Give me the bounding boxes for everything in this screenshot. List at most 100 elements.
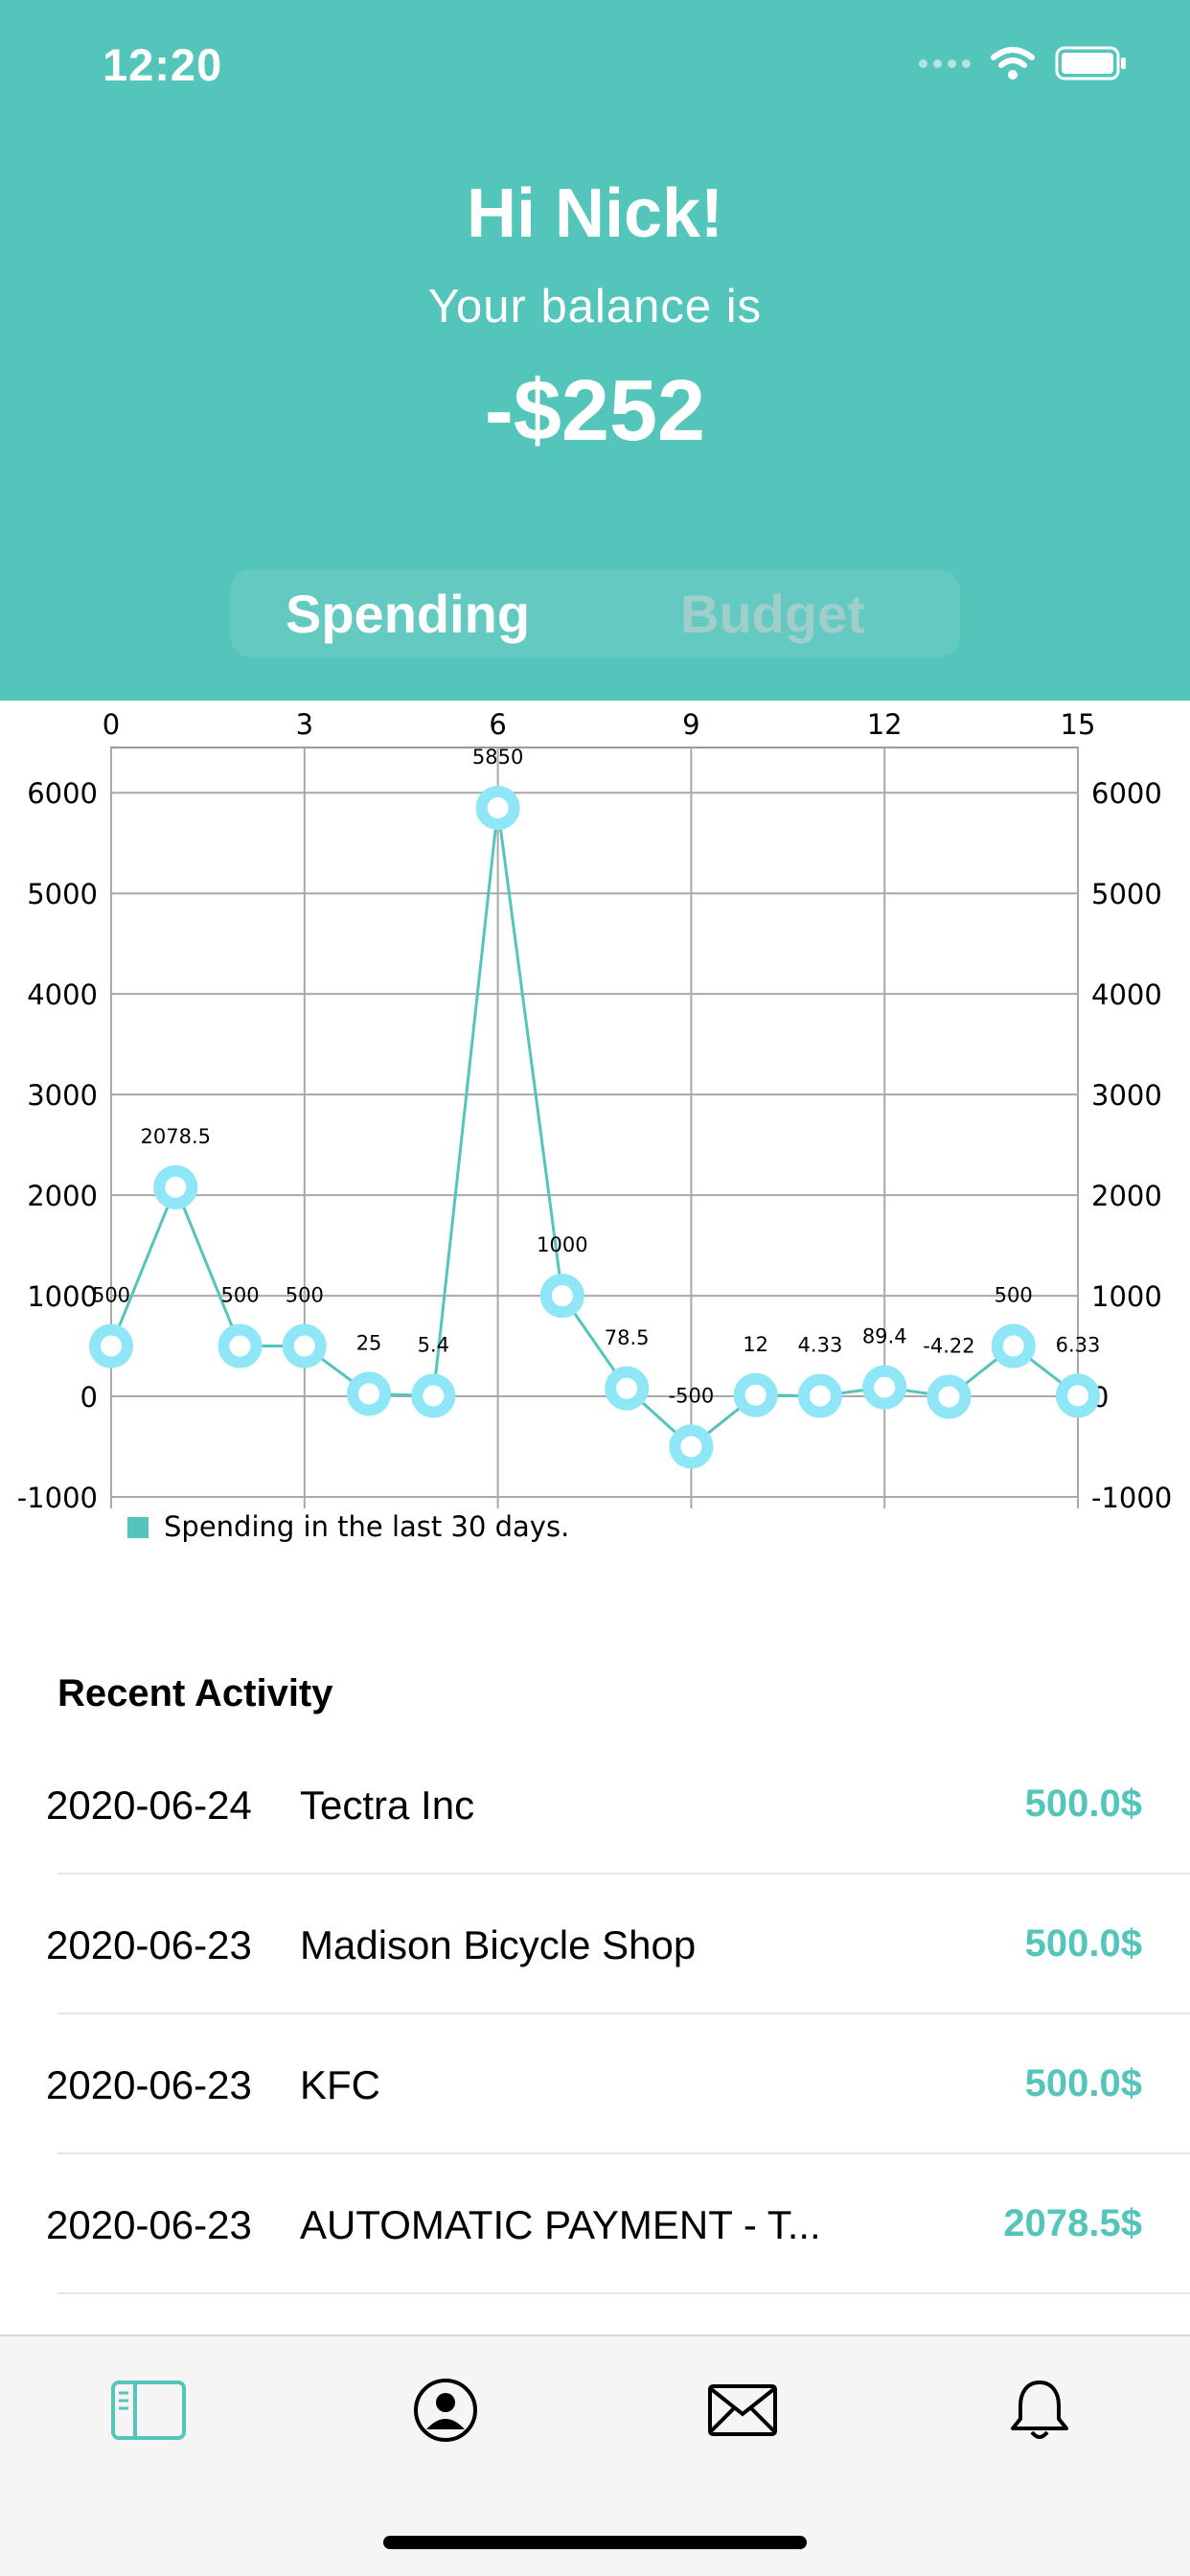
y-tick-label-left: 5000 bbox=[27, 878, 98, 910]
data-point bbox=[347, 1371, 392, 1416]
y-tick-label-left: 1000 bbox=[27, 1280, 98, 1313]
activity-amount: 500.0$ bbox=[1024, 1782, 1142, 1825]
data-label: 25 bbox=[356, 1331, 382, 1354]
legend-label: Spending in the last 30 days. bbox=[164, 1510, 569, 1543]
wifi-icon bbox=[991, 47, 1035, 80]
y-tick-label-left: 4000 bbox=[27, 978, 98, 1011]
activity-date: 2020-06-24 bbox=[46, 1782, 252, 1828]
data-point bbox=[539, 1274, 584, 1319]
y-tick-label-right: 2000 bbox=[1091, 1180, 1162, 1212]
status-time: 12:20 bbox=[103, 39, 223, 90]
tab-bar bbox=[0, 2334, 1190, 2576]
data-label: 500 bbox=[220, 1284, 259, 1307]
bell-icon bbox=[1011, 2380, 1068, 2439]
row-divider bbox=[57, 2292, 1190, 2294]
activity-amount: 500.0$ bbox=[1024, 1922, 1142, 1965]
activity-merchant: KFC bbox=[300, 2062, 380, 2107]
activity-date: 2020-06-23 bbox=[46, 1922, 252, 1967]
y-tick-label-left: 3000 bbox=[27, 1079, 98, 1112]
tab-spending[interactable]: Spending bbox=[286, 584, 531, 644]
activity-amount: 500.0$ bbox=[1024, 2062, 1142, 2104]
data-point bbox=[862, 1365, 907, 1410]
greeting: Hi Nick! bbox=[466, 175, 724, 252]
mail-icon bbox=[708, 2384, 777, 2436]
legend-swatch bbox=[127, 1517, 149, 1538]
data-label: 6.33 bbox=[1056, 1333, 1101, 1356]
data-label: 89.4 bbox=[862, 1325, 907, 1348]
recent-activity-title: Recent Activity bbox=[57, 1672, 333, 1714]
activity-amount: 2078.5$ bbox=[1003, 2202, 1142, 2244]
activity-row[interactable]: 2020-06-23 KFC 500.0$ bbox=[0, 2014, 1190, 2154]
data-point bbox=[927, 1374, 972, 1419]
activity-merchant: Madison Bicycle Shop bbox=[300, 1922, 697, 1967]
data-point bbox=[733, 1372, 778, 1417]
data-point bbox=[475, 785, 520, 830]
balance-label: Your balance is bbox=[427, 281, 763, 333]
tab-budget[interactable]: Budget bbox=[680, 584, 865, 644]
x-tick-label: 0 bbox=[103, 708, 120, 741]
y-tick-label-right: 5000 bbox=[1091, 878, 1162, 910]
x-tick-label: 6 bbox=[489, 708, 506, 741]
tab-profile[interactable] bbox=[402, 2367, 489, 2453]
y-tick-label-right: 1000 bbox=[1091, 1280, 1162, 1313]
tab-book[interactable] bbox=[105, 2367, 192, 2453]
y-tick-label-left: 2000 bbox=[27, 1180, 98, 1212]
data-point bbox=[282, 1323, 327, 1368]
activity-merchant: Tectra Inc bbox=[300, 1782, 475, 1828]
data-label: 2078.5 bbox=[141, 1125, 211, 1148]
data-label: 5850 bbox=[472, 746, 523, 769]
data-point bbox=[217, 1323, 263, 1368]
data-label: 78.5 bbox=[605, 1326, 650, 1349]
y-tick-label-left: -1000 bbox=[17, 1482, 98, 1514]
data-label: 500 bbox=[286, 1284, 324, 1307]
home-indicator bbox=[383, 2536, 807, 2549]
segmented-control: Spending Budget bbox=[230, 569, 960, 657]
y-tick-label-right: 3000 bbox=[1091, 1079, 1162, 1112]
y-tick-label-left: 0 bbox=[80, 1381, 98, 1414]
y-tick-label-right: 6000 bbox=[1091, 777, 1162, 810]
data-label: 500 bbox=[92, 1284, 130, 1307]
row-divider bbox=[57, 2012, 1190, 2014]
data-point bbox=[605, 1366, 650, 1411]
data-label: -4.22 bbox=[923, 1334, 974, 1357]
signal-dots-icon bbox=[919, 58, 971, 68]
data-label: 4.33 bbox=[798, 1334, 843, 1357]
battery-icon bbox=[1055, 46, 1126, 80]
y-tick-label-left: 6000 bbox=[27, 777, 98, 810]
status-icons bbox=[919, 46, 1128, 80]
row-divider bbox=[57, 1873, 1190, 1874]
data-label: 5.4 bbox=[418, 1333, 449, 1356]
data-label: 500 bbox=[995, 1284, 1033, 1307]
data-point bbox=[411, 1373, 456, 1418]
y-tick-label-right: -1000 bbox=[1091, 1482, 1172, 1514]
y-tick-label-right: 4000 bbox=[1091, 978, 1162, 1011]
data-point bbox=[669, 1424, 714, 1469]
data-point bbox=[153, 1164, 198, 1209]
activity-row[interactable]: 2020-06-23 AUTOMATIC PAYMENT - T... 2078… bbox=[0, 2154, 1190, 2294]
x-tick-label: 15 bbox=[1061, 708, 1096, 741]
activity-list: 2020-06-24 Tectra Inc 500.0$ 2020-06-23 … bbox=[0, 1735, 1190, 2294]
x-tick-label: 3 bbox=[296, 708, 313, 741]
data-label: 1000 bbox=[537, 1233, 587, 1256]
profile-icon bbox=[414, 2379, 477, 2442]
data-point bbox=[1056, 1373, 1100, 1418]
header: 12:20 Hi Nick! Your balance is -$252 Spe… bbox=[0, 0, 1190, 701]
data-label: 12 bbox=[743, 1333, 768, 1356]
x-tick-label: 12 bbox=[867, 708, 903, 741]
data-point bbox=[991, 1323, 1036, 1368]
activity-date: 2020-06-23 bbox=[46, 2202, 252, 2247]
x-tick-label: 9 bbox=[682, 708, 699, 741]
series-line bbox=[109, 807, 1079, 1449]
spending-chart-svg: -1000 -1000 0 0 1000 1000 2000 2000 3000 3000 4000… bbox=[17, 708, 1173, 1543]
tab-notifications[interactable] bbox=[996, 2367, 1083, 2453]
row-divider bbox=[57, 2152, 1190, 2154]
spending-chart: -1000 -1000 0 0 1000 1000 2000 2000 3000 3000 4000… bbox=[0, 701, 1190, 1563]
tab-mail[interactable] bbox=[699, 2367, 786, 2453]
activity-row[interactable]: 2020-06-24 Tectra Inc 500.0$ bbox=[0, 1735, 1190, 1874]
data-label: -500 bbox=[669, 1385, 715, 1408]
data-point bbox=[89, 1323, 133, 1368]
activity-date: 2020-06-23 bbox=[46, 2062, 252, 2107]
balance-value: -$252 bbox=[484, 363, 706, 459]
activity-merchant: AUTOMATIC PAYMENT - T... bbox=[300, 2202, 821, 2247]
activity-row[interactable]: 2020-06-23 Madison Bicycle Shop 500.0$ bbox=[0, 1874, 1190, 2014]
